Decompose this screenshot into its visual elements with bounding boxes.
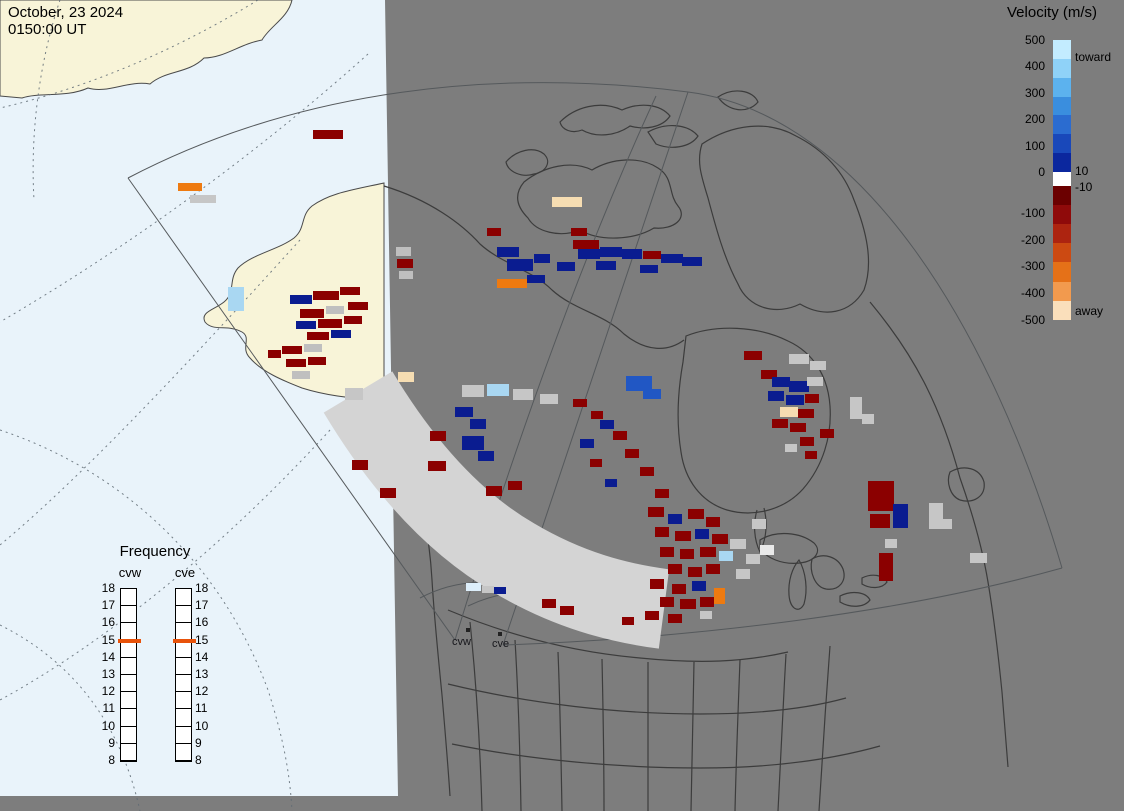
frequency-tick-label: 13 — [101, 667, 115, 681]
day-land — [0, 0, 385, 401]
frequency-cell — [176, 658, 191, 675]
frequency-cell — [121, 589, 136, 607]
timestamp: October, 23 2024 0150:00 UT — [8, 4, 123, 38]
frequency-tick-label: 17 — [101, 598, 115, 613]
radar-site-markers — [466, 628, 502, 636]
frequency-tick-label: 10 — [101, 718, 115, 733]
frequency-tick-label: 9 — [108, 735, 115, 750]
frequency-tick-label: 16 — [101, 615, 115, 630]
frequency-tick-label: 15 — [101, 632, 115, 647]
frequency-cell — [121, 675, 136, 693]
velocity-threshold-label: -10 — [1075, 180, 1093, 194]
timestamp-date: October, 23 2024 — [8, 4, 124, 21]
velocity-colorbar — [1053, 40, 1071, 320]
frequency-tick-label: 12 — [195, 684, 209, 699]
velocity-legend-title: Velocity (m/s) — [1007, 4, 1098, 21]
colorbar-segment-away — [1053, 185, 1071, 206]
frequency-legend-title: Frequency — [119, 543, 191, 560]
frequency-tick-label: 15 — [195, 632, 209, 647]
frequency-highlight-marker — [173, 638, 196, 643]
frequency-cell — [176, 675, 191, 693]
frequency-tick-label: 12 — [101, 684, 115, 699]
frequency-tick-label: 11 — [102, 701, 115, 716]
frequency-tick-label: 14 — [195, 649, 209, 664]
frequency-tick-label: 9 — [195, 735, 202, 750]
frequency-tick-label: 18 — [101, 581, 115, 595]
colorbar-segment-away — [1053, 243, 1071, 263]
frequency-tick-label: 8 — [108, 753, 115, 767]
velocity-tick-label: 0 — [1038, 165, 1045, 179]
velocity-right-labels: toward 10 -10 away — [1075, 40, 1123, 322]
frequency-tick-label: 13 — [195, 667, 209, 681]
frequency-cell — [176, 692, 191, 710]
frequency-tick-label: 8 — [195, 753, 202, 767]
frequency-cell — [176, 589, 191, 607]
velocity-tick-label: -100 — [1020, 205, 1045, 220]
land-siberia — [0, 0, 293, 99]
frequency-highlight-marker — [118, 638, 141, 643]
colorbar-zero-band — [1053, 171, 1071, 186]
timestamp-time: 0150:00 UT — [8, 21, 87, 38]
frequency-cell — [176, 709, 191, 727]
velocity-toward-label: toward — [1075, 50, 1112, 64]
frequency-tick-label: 17 — [195, 598, 209, 613]
frequency-tick-label: 14 — [101, 649, 115, 664]
land-alaska — [203, 182, 385, 401]
frequency-cell — [121, 744, 136, 761]
velocity-tick-label: 400 — [1024, 59, 1045, 74]
graticule — [0, 0, 369, 811]
colorbar-segment-toward — [1053, 134, 1071, 154]
frequency-legend: Frequency cvw cve 18 17 16 15 14 13 12 11 10 9 8 1… — [85, 543, 225, 781]
frequency-cell — [121, 658, 136, 675]
coastlines — [383, 90, 1009, 811]
velocity-tick-label: 300 — [1024, 85, 1045, 100]
colorbar-segment-away — [1053, 224, 1071, 244]
frequency-column-label-cve: cve — [174, 565, 196, 580]
frequency-ladder-cvw — [118, 588, 141, 762]
colorbar-segment-toward — [1053, 153, 1071, 172]
frequency-tick-label: 16 — [195, 615, 209, 630]
velocity-tick-label: -500 — [1020, 313, 1045, 327]
frequency-cell — [121, 709, 136, 727]
velocity-threshold-labels: 10 -10 — [1075, 40, 1123, 322]
frequency-cell — [121, 692, 136, 710]
velocity-tick-label: 500 — [1024, 33, 1045, 47]
frequency-cell — [121, 641, 136, 658]
colorbar-segment-away — [1053, 262, 1071, 282]
velocity-legend: Velocity (m/s) 500 400 300 200 100 0 -100 -200 -… — [993, 4, 1124, 334]
velocity-tick-label: 100 — [1024, 138, 1045, 153]
velocity-tick-label: -400 — [1020, 286, 1045, 301]
ground-scatter-band — [323, 371, 670, 649]
frequency-ladder-cve — [173, 588, 196, 762]
colorbar-segment-away — [1053, 281, 1071, 301]
colorbar-segment-toward — [1053, 115, 1071, 135]
frequency-cell — [176, 606, 191, 624]
frequency-tick-label: 10 — [195, 718, 209, 733]
frequency-tick-label: 11 — [195, 701, 208, 716]
colorbar-segment-toward — [1053, 77, 1071, 97]
velocity-threshold-label: 10 — [1075, 164, 1089, 178]
colorbar-segment-toward — [1053, 40, 1071, 59]
frequency-cell — [176, 744, 191, 761]
velocity-tick-label: -200 — [1020, 232, 1045, 247]
velocity-tick-label: 200 — [1024, 112, 1045, 127]
frequency-column-label-cvw: cvw — [118, 565, 142, 580]
frequency-cell — [121, 727, 136, 744]
velocity-axis-labels: 500 400 300 200 100 0 -100 -200 -300 -400 -500 — [993, 33, 1049, 327]
frequency-cell — [176, 641, 191, 658]
colorbar-segment-away — [1053, 300, 1071, 320]
velocity-tick-label: -300 — [1020, 259, 1045, 274]
colorbar-segment-away — [1053, 205, 1071, 225]
frequency-cell — [121, 606, 136, 624]
velocity-away-label: away — [1075, 304, 1104, 318]
frequency-ticks-left: 18 17 16 15 14 13 12 11 10 9 8 — [87, 581, 115, 767]
colorbar-segment-toward — [1053, 58, 1071, 78]
frequency-tick-label: 18 — [195, 581, 209, 595]
frequency-cell — [176, 727, 191, 744]
colorbar-segment-toward — [1053, 96, 1071, 116]
frequency-ticks-right: 18 17 16 15 14 13 12 11 10 9 8 — [195, 581, 223, 767]
